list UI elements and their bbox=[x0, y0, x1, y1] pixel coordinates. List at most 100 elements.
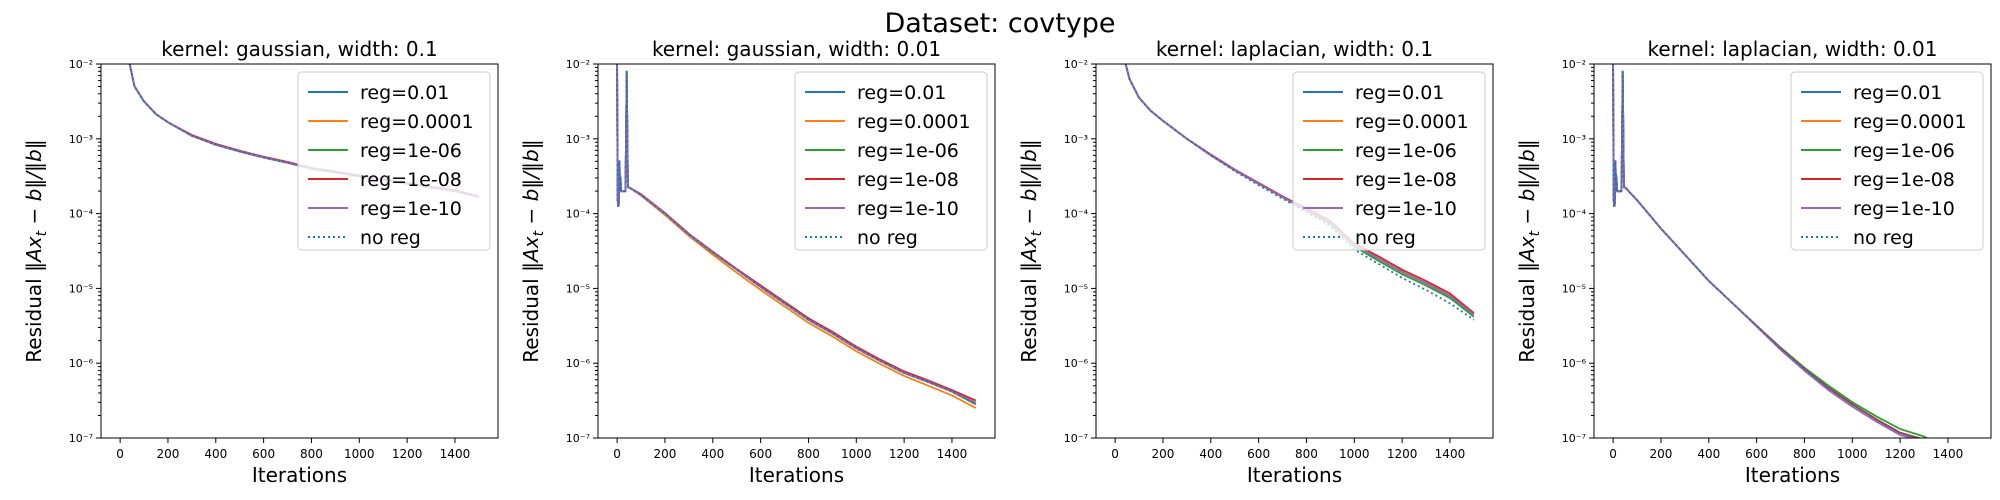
y-tick-label: 10⁻⁴ bbox=[566, 208, 591, 221]
subplot-title: kernel: gaussian, width: 0.01 bbox=[652, 37, 941, 61]
series-group bbox=[1124, 64, 1475, 321]
series-group bbox=[1612, 64, 1929, 438]
legend-label: reg=1e-08 bbox=[1355, 169, 1457, 191]
y-label-tail: − b‖/‖b‖ bbox=[1515, 139, 1539, 231]
y-tick-label: 10⁻⁷ bbox=[69, 432, 93, 445]
y-tick-label: 10⁻⁴ bbox=[69, 208, 94, 221]
x-tick-label: 1000 bbox=[1837, 447, 1868, 461]
x-tick-label: 800 bbox=[1295, 447, 1318, 461]
x-tick-label: 200 bbox=[157, 447, 180, 461]
series-line-reg-1e-10 bbox=[1124, 64, 1475, 316]
legend-label: reg=0.0001 bbox=[1853, 111, 1967, 133]
x-tick-label: 1400 bbox=[440, 447, 471, 461]
x-tick-label: 400 bbox=[1697, 447, 1720, 461]
y-tick-label: 10⁻⁴ bbox=[1064, 208, 1089, 221]
legend-label: reg=0.01 bbox=[1853, 82, 1942, 104]
x-tick-label: 600 bbox=[749, 447, 772, 461]
legend-label: reg=1e-10 bbox=[1355, 198, 1457, 220]
x-tick-label: 400 bbox=[1199, 447, 1222, 461]
legend-label: no reg bbox=[1355, 227, 1416, 249]
subplot-title: kernel: gaussian, width: 0.1 bbox=[161, 37, 437, 61]
y-tick-label: 10⁻² bbox=[69, 58, 93, 71]
x-tick-label: 400 bbox=[701, 447, 724, 461]
y-label-subscript: t bbox=[1527, 230, 1543, 236]
series-line-no-reg bbox=[1124, 64, 1475, 321]
x-tick-label: 1400 bbox=[1933, 447, 1964, 461]
y-label-subscript: t bbox=[1029, 230, 1045, 236]
y-tick-label: 10⁻⁴ bbox=[1562, 208, 1587, 221]
subplot-2: kernel: gaussian, width: 0.01 0 200 400 600 8… bbox=[519, 37, 996, 487]
legend-label: reg=0.01 bbox=[1355, 82, 1444, 104]
y-label-math: ‖Ax bbox=[1017, 236, 1041, 272]
legend-label: reg=0.01 bbox=[360, 82, 449, 104]
x-tick-label: 1200 bbox=[889, 447, 920, 461]
series-line-no-reg bbox=[128, 64, 480, 198]
y-label-math: ‖Ax bbox=[519, 236, 543, 272]
y-axis-label: Residual ‖Axt − b‖/‖b‖ bbox=[1515, 139, 1543, 362]
y-tick-label: 10⁻⁶ bbox=[1064, 357, 1089, 370]
legend-label: reg=1e-06 bbox=[1355, 140, 1457, 162]
legend-frame bbox=[1292, 71, 1486, 251]
legend-label: reg=0.0001 bbox=[857, 111, 971, 133]
x-tick-label: 400 bbox=[204, 447, 227, 461]
x-tick-label: 1200 bbox=[392, 447, 423, 461]
y-tick-label: 10⁻⁶ bbox=[566, 357, 591, 370]
y-tick-label: 10⁻⁷ bbox=[566, 432, 590, 445]
x-axis-label: Iterations bbox=[252, 463, 347, 487]
y-tick-label: 10⁻² bbox=[566, 58, 590, 71]
legend-frame bbox=[794, 71, 988, 251]
legend-label: reg=1e-08 bbox=[857, 169, 959, 191]
y-label-tail: − b‖/‖b‖ bbox=[519, 139, 543, 231]
figure-suptitle: Dataset: covtype bbox=[884, 8, 1115, 39]
x-tick-label: 800 bbox=[300, 447, 323, 461]
legend-label: no reg bbox=[1853, 227, 1914, 249]
legend-label: reg=1e-10 bbox=[360, 198, 462, 220]
subplot-grid: kernel: gaussian, width: 0.1 0 200 400 600 80… bbox=[22, 37, 1992, 487]
legend-label: reg=1e-06 bbox=[1853, 140, 1955, 162]
y-label-math: ‖Ax bbox=[22, 236, 46, 272]
legend-label: reg=1e-10 bbox=[857, 198, 959, 220]
series-group bbox=[616, 64, 977, 409]
y-tick-label: 10⁻⁶ bbox=[69, 357, 94, 370]
legend-frame bbox=[297, 71, 491, 251]
series-line-reg-1e-10 bbox=[1612, 64, 1916, 438]
legend: reg=0.01 reg=0.0001 reg=1e-06 reg=1e-08 reg=… bbox=[1292, 71, 1486, 251]
legend-label: reg=1e-06 bbox=[360, 140, 462, 162]
y-tick-label: 10⁻⁵ bbox=[566, 282, 590, 295]
legend-frame bbox=[1790, 71, 1984, 251]
y-label-text: Residual bbox=[1017, 272, 1041, 363]
legend-label: reg=1e-06 bbox=[857, 140, 959, 162]
subplot-4: kernel: laplacian, width: 0.01 0 200 400 600… bbox=[1515, 37, 1992, 487]
axes-frame bbox=[1095, 63, 1494, 439]
x-tick-label: 1000 bbox=[344, 447, 375, 461]
legend-label: reg=0.01 bbox=[857, 82, 946, 104]
y-tick-label: 10⁻⁷ bbox=[1562, 432, 1586, 445]
legend-label: reg=0.0001 bbox=[360, 111, 474, 133]
x-tick-label: 1400 bbox=[937, 447, 968, 461]
y-label-math: ‖Ax bbox=[1515, 236, 1539, 272]
y-tick-label: 10⁻³ bbox=[1562, 133, 1586, 146]
x-tick-label: 600 bbox=[1247, 447, 1270, 461]
y-axis-label: Residual ‖Axt − b‖/‖b‖ bbox=[22, 139, 50, 362]
y-label-text: Residual bbox=[1515, 272, 1539, 363]
x-tick-label: 0 bbox=[613, 447, 621, 461]
legend-label: reg=1e-08 bbox=[1853, 169, 1955, 191]
legend-label: no reg bbox=[360, 227, 421, 249]
x-axis-label: Iterations bbox=[1247, 463, 1342, 487]
x-axis-label: Iterations bbox=[1745, 463, 1840, 487]
x-tick-label: 200 bbox=[1152, 447, 1175, 461]
y-tick-label: 10⁻² bbox=[1064, 58, 1088, 71]
x-tick-label: 0 bbox=[1609, 447, 1617, 461]
legend-label: reg=1e-10 bbox=[1853, 198, 1955, 220]
legend: reg=0.01 reg=0.0001 reg=1e-06 reg=1e-08 reg=… bbox=[794, 71, 988, 251]
y-label-text: Residual bbox=[22, 272, 46, 363]
x-tick-label: 1200 bbox=[1885, 447, 1916, 461]
y-tick-label: 10⁻⁵ bbox=[69, 282, 93, 295]
subplot-title: kernel: laplacian, width: 0.1 bbox=[1156, 37, 1433, 61]
y-label-tail: − b‖/‖b‖ bbox=[22, 139, 46, 231]
y-label-tail: − b‖/‖b‖ bbox=[1017, 139, 1041, 231]
axes-frame bbox=[1593, 63, 1992, 439]
y-tick-label: 10⁻³ bbox=[69, 133, 93, 146]
y-tick-label: 10⁻³ bbox=[566, 133, 590, 146]
series-line-reg-1e-10 bbox=[616, 64, 977, 404]
